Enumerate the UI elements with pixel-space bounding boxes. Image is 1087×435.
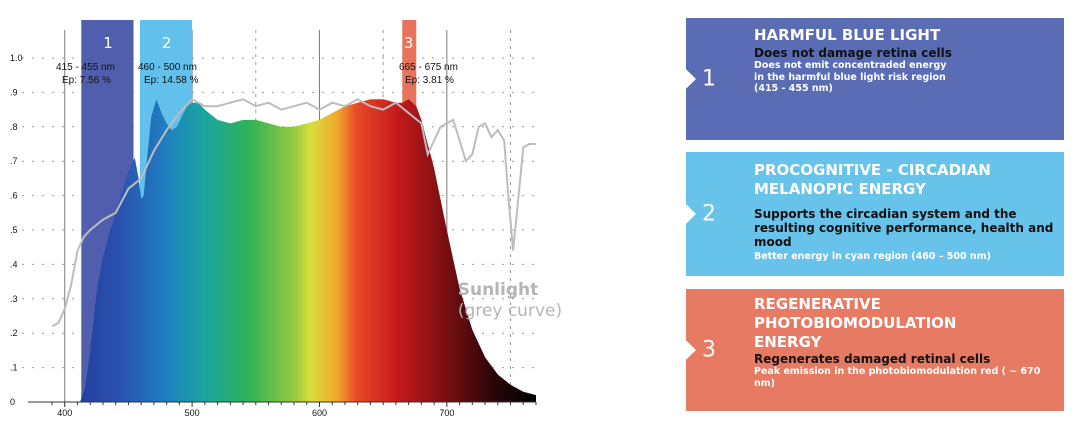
sunlight-curve	[51, 98, 536, 328]
band-range-label-2: 460 - 500 nm	[138, 62, 197, 73]
panel-detail-text: Peak emission in the photobiomodulation …	[754, 366, 1041, 389]
axes: 400 500 600 700 0 .1 .2 .3 .4 .5 .6 .7 .8 .9 1.0	[10, 53, 537, 418]
band-ep-label-3: Ep: 3.81 %	[405, 75, 454, 86]
x-tick-label: 400	[57, 408, 72, 418]
panel-strong-text: Regenerates damaged retinal cells	[754, 352, 991, 366]
band-number-2: 2	[162, 34, 172, 52]
band-labels: 1 415 - 455 nm Ep: 7.56 % 2 460 - 500 nm Ep: …	[56, 34, 458, 86]
y-tick-label: 1.0	[10, 53, 23, 63]
y-tick-label: .5	[10, 225, 18, 235]
y-tick-label: .6	[10, 191, 18, 201]
band-number-1: 1	[103, 34, 113, 52]
sunlight-annotation-subtitle: (grey curve)	[458, 301, 562, 321]
sunlight-annotation-title: Sunlight	[458, 280, 539, 300]
spectrum-chart: 400 500 600 700 0 .1 .2 .3 .4 .5 .6 .7 .8 .9 1.0 1 415 …	[10, 20, 562, 418]
panel-title: PROCOGNITIVE - CIRCADIAN MELANOPIC ENERG…	[754, 161, 991, 198]
panel-harmful-blue-light: 1 HARMFUL BLUE LIGHT Does not damage ret…	[686, 18, 1064, 140]
band-number-3: 3	[404, 34, 414, 52]
panel-title: HARMFUL BLUE LIGHT	[754, 26, 941, 44]
band-range-label-1: 415 - 455 nm	[56, 62, 115, 73]
y-tick-label: .2	[10, 328, 18, 338]
panel-number: 1	[702, 66, 716, 92]
band-range-label-3: 665 - 675 nm	[399, 62, 458, 73]
panel-regenerative-energy: 3 REGENERATIVE PHOTOBIOMODULATION ENERGY…	[686, 289, 1064, 411]
band-ep-label-2: Ep: 14.58 %	[144, 75, 199, 86]
y-tick-label: .4	[10, 259, 18, 269]
panel-number: 2	[702, 201, 716, 227]
panel-detail-text: Better energy in cyan region (460 – 500 …	[754, 251, 991, 262]
x-tick-label: 700	[439, 408, 454, 418]
y-tick-label: .8	[10, 122, 18, 132]
panel-strong-text: Supports the circadian system and the re…	[754, 207, 1054, 249]
y-tick-label: .3	[10, 294, 18, 304]
panel-title: REGENERATIVE PHOTOBIOMODULATION ENERGY	[754, 295, 957, 351]
led-spectrum-area	[80, 99, 536, 403]
panel-number: 3	[702, 337, 716, 363]
panel-detail-text: Does not emit concentraded energy in the…	[754, 60, 947, 94]
y-tick-label: .1	[10, 363, 18, 373]
x-tick-label: 500	[185, 408, 200, 418]
y-tick-label: 0	[10, 397, 15, 407]
band-ep-label-1: Ep: 7.56 %	[62, 75, 111, 86]
panel-strong-text: Does not damage retina cells	[754, 46, 952, 60]
y-tick-label: .7	[10, 156, 18, 166]
x-tick-label: 600	[312, 408, 327, 418]
y-tick-label: .9	[10, 87, 18, 97]
panel-circadian-energy: 2 PROCOGNITIVE - CIRCADIAN MELANOPIC ENE…	[686, 152, 1064, 276]
